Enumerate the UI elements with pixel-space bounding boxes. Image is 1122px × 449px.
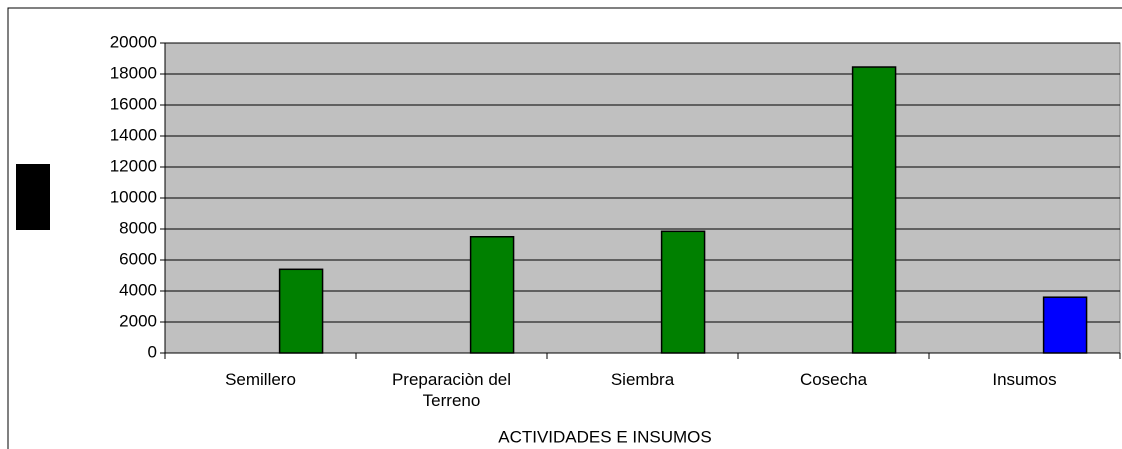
y-tick-label: 20000 [110,32,157,51]
bar [1042,296,1088,354]
y-tick-label: 12000 [110,156,157,175]
y-tick-label: 10000 [110,187,157,206]
y-tick-label: 14000 [110,125,157,144]
chart-frame [7,7,1122,449]
x-tick-label: Preparaciòn del Terreno [391,370,512,410]
x-tick-label: Siembra [610,370,675,389]
x-axis-title: ACTIVIDADES E INSUMOS [498,427,711,446]
redacted-axis-title [16,164,50,230]
y-tick-label: 2000 [119,311,157,330]
x-tick-label: Insumos [992,370,1057,389]
y-tick-label: 6000 [119,249,157,268]
y-tick-label: 4000 [119,280,157,299]
x-tick-label: Cosecha [799,370,868,389]
y-tick-label: 0 [148,342,157,361]
bar [660,230,706,354]
bar [851,66,897,354]
bar [278,268,324,354]
bar [469,236,515,354]
y-tick-label: 8000 [119,218,157,237]
y-tick-label: 18000 [110,63,157,82]
y-tick-label: 16000 [110,94,157,113]
x-tick-label: Semillero [225,370,296,389]
